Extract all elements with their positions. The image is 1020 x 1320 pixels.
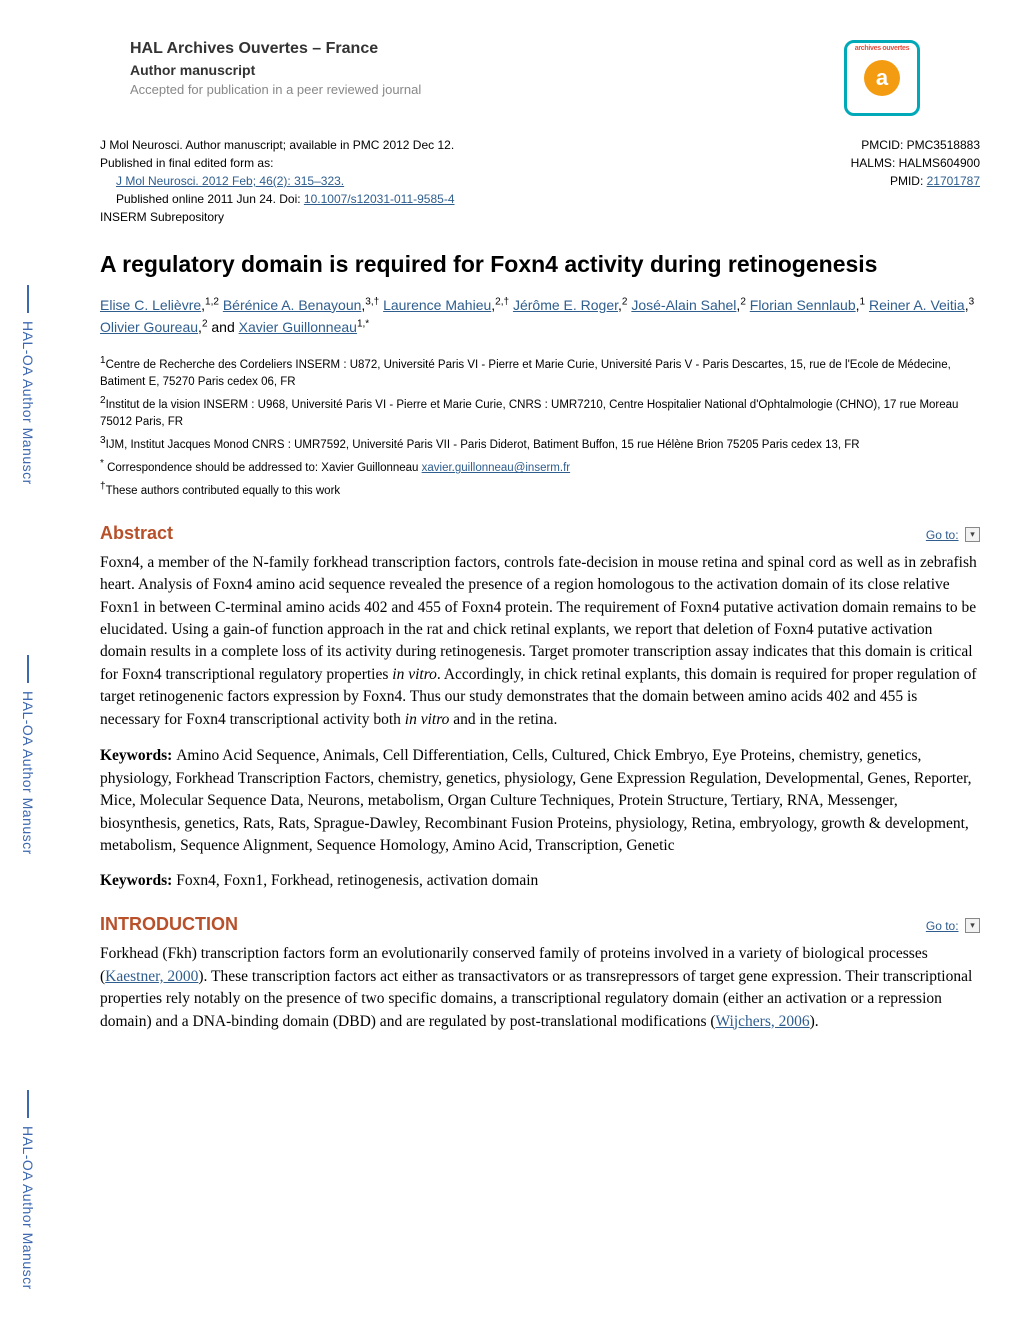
affil-text: Centre de Recherche des Cordeliers INSER…	[100, 359, 951, 388]
pmid-label: PMID:	[890, 174, 927, 188]
chevron-down-icon[interactable]: ▾	[965, 527, 980, 542]
author-link[interactable]: Jérôme E. Roger	[513, 297, 618, 313]
corr-email[interactable]: xavier.guillonneau@inserm.fr	[422, 462, 570, 474]
introduction-heading: INTRODUCTION	[100, 914, 238, 935]
doi-link[interactable]: 10.1007/s12031-011-9585-4	[304, 192, 455, 206]
author-aff: 2,†	[495, 296, 509, 307]
author-aff: 2	[740, 296, 746, 307]
author-link[interactable]: Florian Sennlaub	[750, 297, 856, 313]
hal-logo-label: archives ouvertes	[855, 45, 909, 52]
hal-accepted-text: Accepted for publication in a peer revie…	[130, 82, 824, 97]
hal-logo: archives ouvertes a	[844, 40, 920, 116]
affiliations: 1Centre de Recherche des Cordeliers INSE…	[100, 353, 980, 501]
pmid-link[interactable]: 21701787	[927, 174, 980, 188]
hal-header: HAL Archives Ouvertes – France Author ma…	[130, 40, 980, 116]
affil-text: IJM, Institut Jacques Monod CNRS : UMR75…	[106, 439, 860, 451]
author-link[interactable]: José-Alain Sahel	[631, 297, 736, 313]
abstract-heading: Abstract	[100, 523, 173, 544]
hal-author-manuscript: Author manuscript	[130, 62, 824, 78]
citation-meta: J Mol Neurosci. Author manuscript; avail…	[100, 136, 980, 226]
reference-link[interactable]: Wijchers, 2006	[716, 1013, 810, 1030]
article-title: A regulatory domain is required for Foxn…	[100, 250, 980, 280]
watermark-3: HAL-OA Author Manuscr	[20, 1090, 36, 1290]
author-link[interactable]: Elise C. Lelièvre	[100, 297, 201, 313]
watermark-2: HAL-OA Author Manuscr	[20, 655, 36, 855]
author-link[interactable]: Olivier Goureau	[100, 319, 198, 335]
pmcid: PMCID: PMC3518883	[841, 136, 980, 154]
author-aff: 3	[969, 296, 975, 307]
author-aff: 1,*	[357, 319, 369, 330]
journal-line: J Mol Neurosci. Author manuscript; avail…	[100, 136, 841, 154]
chevron-down-icon[interactable]: ▾	[965, 918, 980, 933]
author-link[interactable]: Laurence Mahieu	[383, 297, 491, 313]
abstract-text: Foxn4, a member of the N-family forkhead…	[100, 552, 980, 732]
hal-logo-icon: a	[864, 60, 900, 96]
author-link[interactable]: Xavier Guillonneau	[239, 319, 357, 335]
author-list: Elise C. Lelièvre,1,2 Bérénice A. Benayo…	[100, 294, 980, 339]
author-link[interactable]: Reiner A. Veitia	[869, 297, 965, 313]
goto-link[interactable]: Go to:	[926, 919, 959, 933]
author-aff: 2	[622, 296, 628, 307]
keywords-1: Keywords: Amino Acid Sequence, Animals, …	[100, 745, 980, 857]
published-online: Published online 2011 Jun 24. Doi:	[116, 192, 304, 206]
author-aff: 3,†	[365, 296, 379, 307]
hal-archive-title: HAL Archives Ouvertes – France	[130, 40, 824, 58]
halms-id: HALMS: HALMS604900	[831, 154, 980, 172]
watermark-1: HAL-OA Author Manuscr	[20, 285, 36, 485]
author-aff: 1	[860, 296, 866, 307]
equal-text: These authors contributed equally to thi…	[106, 485, 341, 497]
and-word: and	[208, 319, 239, 335]
corr-text: Correspondence should be addressed to: X…	[104, 462, 422, 474]
intro-text: Forkhead (Fkh) transcription factors for…	[100, 943, 980, 1033]
reference-link[interactable]: Kaestner, 2000	[105, 968, 198, 985]
goto-link[interactable]: Go to:	[926, 528, 959, 542]
affil-text: Institut de la vision INSERM : U968, Uni…	[100, 399, 958, 428]
published-final: Published in final edited form as:	[100, 154, 831, 172]
author-aff: 1,2	[205, 296, 219, 307]
repository: INSERM Subrepository	[100, 208, 980, 226]
citation-link[interactable]: J Mol Neurosci. 2012 Feb; 46(2): 315–323…	[116, 174, 344, 188]
author-link[interactable]: Bérénice A. Benayoun	[223, 297, 362, 313]
keywords-2: Keywords: Foxn4, Foxn1, Forkhead, retino…	[100, 870, 980, 892]
